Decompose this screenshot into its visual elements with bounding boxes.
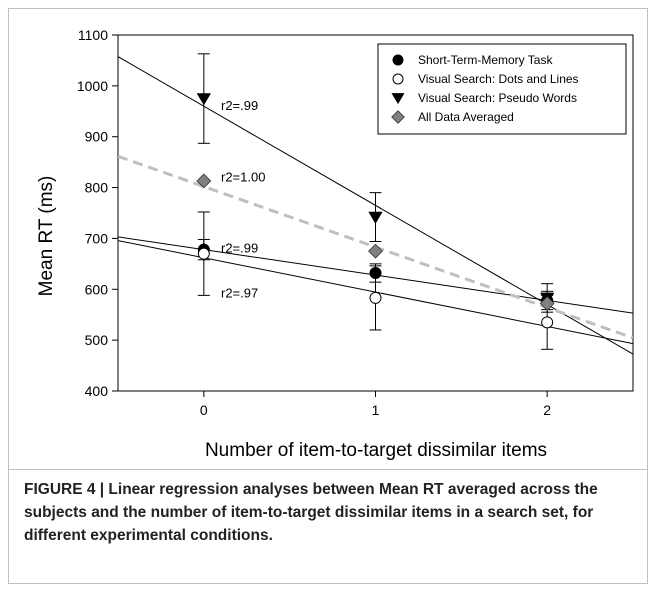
data-point bbox=[368, 243, 383, 259]
axes: 400 500 600 700 800 900 1000 1100 0 1 2 bbox=[77, 27, 634, 418]
data-point bbox=[196, 93, 211, 106]
y-tick-label: 800 bbox=[85, 180, 109, 196]
data-point bbox=[392, 73, 404, 85]
legend-entry: All Data Averaged bbox=[418, 110, 514, 124]
r2-annotation: r2=.99 bbox=[221, 98, 258, 113]
y-tick-label: 400 bbox=[85, 383, 109, 399]
data-point bbox=[368, 211, 383, 224]
data-point bbox=[369, 291, 382, 304]
r2-annotation: r2=.97 bbox=[221, 285, 258, 300]
legend-entry: Short-Term-Memory Task bbox=[418, 53, 553, 67]
y-tick-label: 700 bbox=[85, 230, 109, 246]
y-axis-title: Mean RT (ms) bbox=[36, 176, 57, 297]
y-tick-label: 900 bbox=[85, 129, 109, 145]
caption-divider bbox=[9, 469, 648, 470]
data-point bbox=[392, 54, 404, 66]
legend-entry: Visual Search: Dots and Lines bbox=[418, 72, 579, 86]
y-tick-label: 1000 bbox=[77, 78, 108, 94]
x-axis-title: Number of item-to-target dissimilar item… bbox=[205, 440, 547, 461]
data-points bbox=[196, 93, 555, 329]
x-tick-label: 0 bbox=[200, 402, 208, 418]
annotations: r2=.99 r2=1.00 r2=.99 r2=.97 bbox=[221, 98, 265, 300]
data-point bbox=[197, 247, 210, 260]
y-tick-label: 500 bbox=[85, 332, 109, 348]
y-tick-label: 1100 bbox=[78, 27, 108, 43]
data-point bbox=[196, 173, 212, 189]
r2-annotation: r2=.99 bbox=[221, 241, 258, 256]
data-point bbox=[391, 93, 405, 105]
legend-box bbox=[377, 43, 627, 135]
x-tick-label: 2 bbox=[543, 402, 551, 418]
data-point bbox=[369, 267, 382, 280]
data-point bbox=[391, 110, 405, 124]
chart: 400 500 600 700 800 900 1000 1100 0 1 2 r2=.99 r2=1… bbox=[36, 27, 634, 461]
legend-entry: Visual Search: Pseudo Words bbox=[418, 91, 577, 105]
r2-annotation: r2=1.00 bbox=[221, 169, 265, 184]
data-point bbox=[541, 316, 554, 329]
data-point bbox=[539, 296, 555, 311]
figure-caption: FIGURE 4 | Linear regression analyses be… bbox=[24, 481, 598, 544]
legend: Short-Term-Memory Task Visual Search: Dot… bbox=[377, 43, 627, 135]
x-tick-label: 1 bbox=[372, 402, 380, 418]
y-tick-label: 600 bbox=[85, 281, 109, 297]
